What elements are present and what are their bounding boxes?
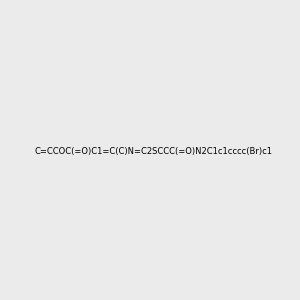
- Text: C=CCOC(=O)C1=C(C)N=C2SCCC(=O)N2C1c1cccc(Br)c1: C=CCOC(=O)C1=C(C)N=C2SCCC(=O)N2C1c1cccc(…: [35, 147, 273, 156]
